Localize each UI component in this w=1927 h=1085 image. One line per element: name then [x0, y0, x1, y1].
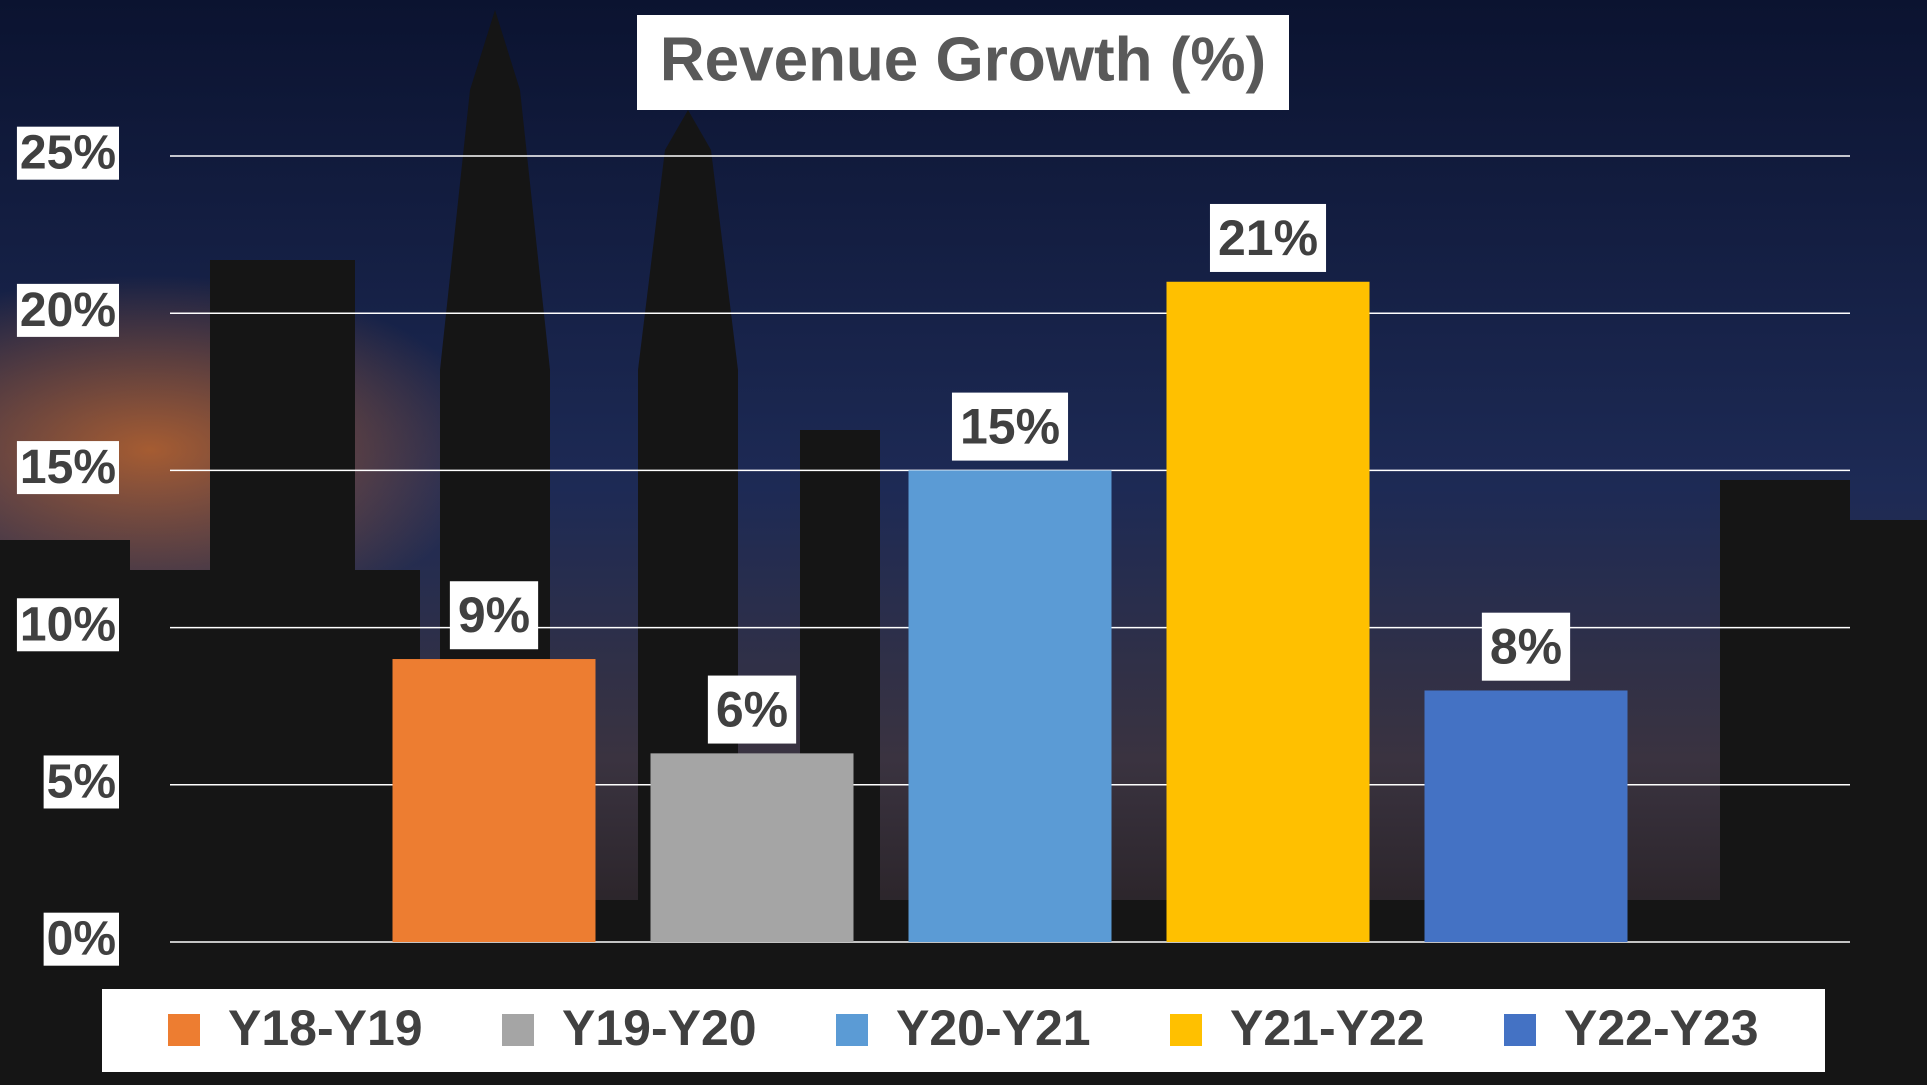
bar [650, 753, 854, 942]
legend-swatch [1504, 1014, 1536, 1046]
y-tick-label-box [16, 126, 119, 180]
bar [908, 470, 1112, 942]
data-label-box [707, 675, 797, 744]
data-label-box [1481, 612, 1571, 681]
legend-swatch [168, 1014, 200, 1046]
y-tick-label-box [16, 441, 119, 495]
data-label: 21% [1218, 210, 1318, 266]
data-label: 9% [458, 587, 530, 643]
chart-title: Revenue Growth (%) [660, 25, 1266, 94]
legend-label: Y18-Y19 [228, 1000, 423, 1056]
legend-label: Y19-Y20 [562, 1000, 757, 1056]
bar [392, 659, 596, 942]
legend-swatch [502, 1014, 534, 1046]
legend-label: Y22-Y23 [1564, 1000, 1759, 1056]
legend: Y18-Y19 Y19-Y20 Y20-Y21 Y21-Y22 Y22-Y23 [168, 1000, 1759, 1056]
data-label-box [449, 581, 539, 650]
y-tick-label: 20% [20, 284, 116, 337]
legend-swatch [1170, 1014, 1202, 1046]
bar [1424, 690, 1628, 942]
y-tick-label: 15% [20, 441, 116, 494]
y-tick-label: 25% [20, 127, 116, 180]
y-tick-label-box [16, 283, 119, 337]
y-tick-label: 5% [47, 755, 116, 808]
data-label-box [951, 392, 1069, 461]
legend-label: Y21-Y22 [1230, 1000, 1425, 1056]
legend-swatch [836, 1014, 868, 1046]
data-label-box [1209, 203, 1327, 272]
data-label: 6% [716, 682, 788, 738]
title-box [637, 15, 1289, 110]
plot-area: 0% 5% 10% 15% 20% 25% 9% 6% 15% 21% 8% [16, 126, 1850, 966]
data-label: 15% [960, 399, 1060, 455]
legend-box [102, 989, 1825, 1072]
data-label: 8% [1490, 619, 1562, 675]
legend-label: Y20-Y21 [896, 1000, 1091, 1056]
y-tick-label: 10% [20, 598, 116, 651]
y-tick-label-box [43, 912, 119, 966]
y-tick-label-box [43, 755, 119, 809]
y-tick-label-box [16, 598, 119, 652]
y-tick-label: 0% [47, 913, 116, 966]
bar [1166, 281, 1370, 942]
